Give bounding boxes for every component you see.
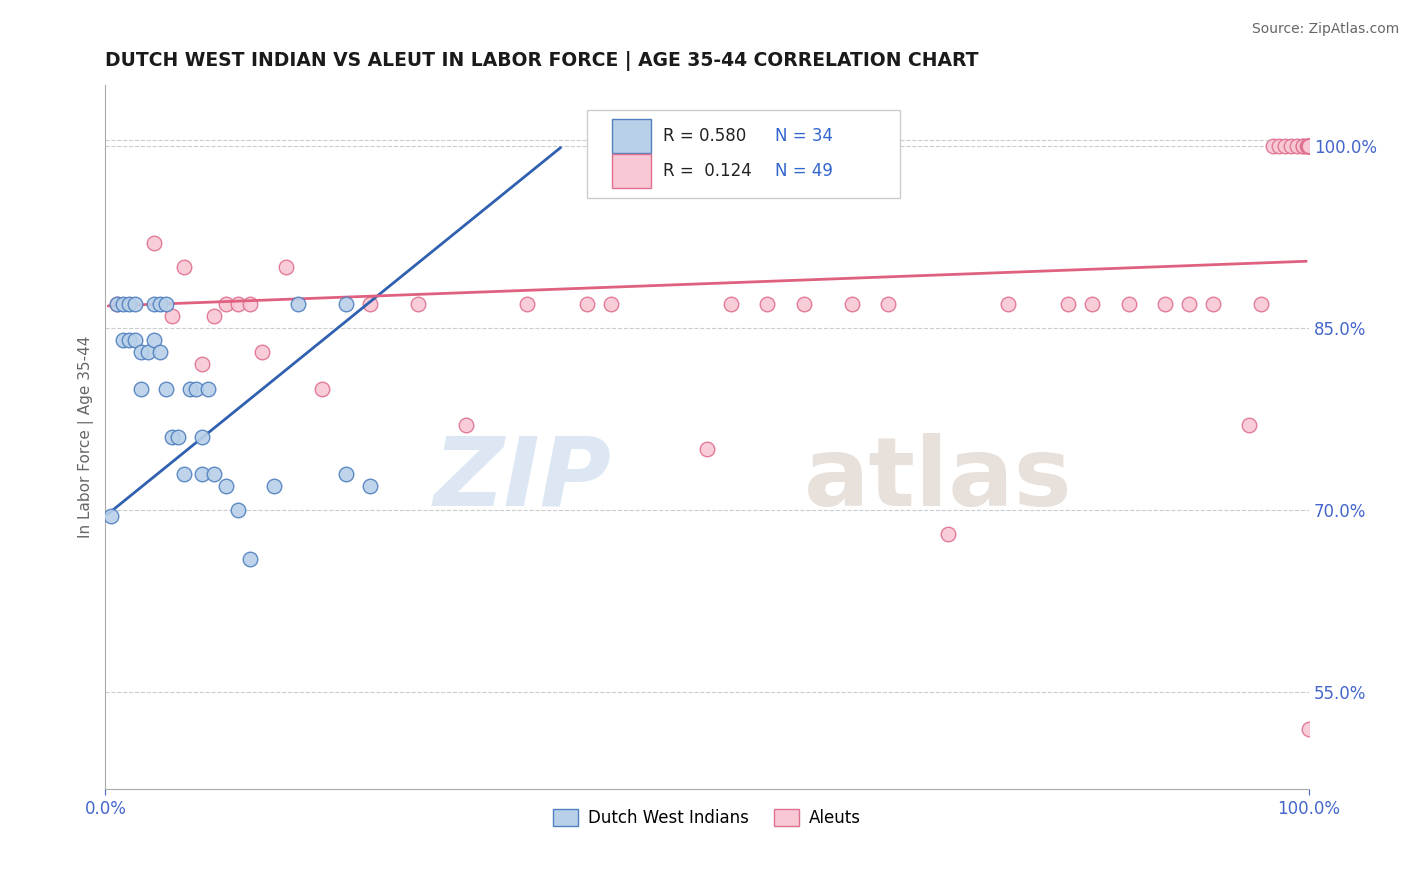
Point bbox=[142, 296, 165, 310]
Point bbox=[166, 430, 188, 444]
Point bbox=[1296, 138, 1319, 153]
FancyBboxPatch shape bbox=[612, 119, 651, 153]
Point bbox=[100, 509, 122, 524]
Text: ZIP: ZIP bbox=[433, 433, 612, 526]
Point bbox=[1298, 138, 1320, 153]
Point bbox=[112, 296, 135, 310]
Text: N = 34: N = 34 bbox=[775, 127, 832, 145]
Point bbox=[1286, 138, 1309, 153]
Point bbox=[600, 296, 623, 310]
Point bbox=[215, 479, 238, 493]
Text: Source: ZipAtlas.com: Source: ZipAtlas.com bbox=[1251, 22, 1399, 37]
Text: R = 0.580: R = 0.580 bbox=[662, 127, 747, 145]
FancyBboxPatch shape bbox=[612, 153, 651, 188]
Point bbox=[1081, 296, 1104, 310]
Point bbox=[250, 345, 273, 359]
Point bbox=[335, 296, 357, 310]
Point bbox=[184, 382, 207, 396]
Point bbox=[197, 382, 219, 396]
Point bbox=[155, 296, 177, 310]
Point bbox=[696, 442, 718, 457]
Point bbox=[160, 430, 183, 444]
Point bbox=[1250, 296, 1272, 310]
FancyBboxPatch shape bbox=[586, 110, 900, 198]
Point bbox=[1268, 138, 1291, 153]
Legend: Dutch West Indians, Aleuts: Dutch West Indians, Aleuts bbox=[547, 802, 868, 834]
Point bbox=[118, 296, 141, 310]
Point bbox=[173, 260, 195, 275]
Point bbox=[516, 296, 538, 310]
Point bbox=[1292, 138, 1315, 153]
Point bbox=[179, 382, 201, 396]
Point bbox=[202, 309, 225, 323]
Point bbox=[190, 430, 212, 444]
Point bbox=[142, 333, 165, 347]
Point bbox=[190, 467, 212, 481]
Point bbox=[1057, 296, 1080, 310]
Point bbox=[131, 382, 153, 396]
Point bbox=[263, 479, 285, 493]
Point bbox=[112, 333, 135, 347]
Point bbox=[359, 296, 381, 310]
Point bbox=[1298, 138, 1320, 153]
Point bbox=[148, 345, 170, 359]
Point bbox=[1292, 138, 1315, 153]
Point bbox=[1261, 138, 1284, 153]
Point bbox=[1274, 138, 1296, 153]
Text: N = 49: N = 49 bbox=[775, 162, 832, 180]
Point bbox=[118, 333, 141, 347]
Point bbox=[1202, 296, 1225, 310]
Point bbox=[575, 296, 598, 310]
Point bbox=[239, 296, 262, 310]
Point bbox=[190, 357, 212, 371]
Point bbox=[1295, 138, 1317, 153]
Point bbox=[173, 467, 195, 481]
Text: DUTCH WEST INDIAN VS ALEUT IN LABOR FORCE | AGE 35-44 CORRELATION CHART: DUTCH WEST INDIAN VS ALEUT IN LABOR FORC… bbox=[105, 51, 979, 70]
Point bbox=[142, 235, 165, 250]
Point bbox=[936, 527, 959, 541]
Point bbox=[1177, 296, 1199, 310]
Point bbox=[997, 296, 1019, 310]
Point bbox=[274, 260, 297, 275]
Point bbox=[1153, 296, 1175, 310]
Point bbox=[756, 296, 779, 310]
Point bbox=[311, 382, 333, 396]
Point bbox=[792, 296, 814, 310]
Point bbox=[226, 503, 249, 517]
Point bbox=[1298, 138, 1320, 153]
Point bbox=[155, 382, 177, 396]
Point bbox=[335, 467, 357, 481]
Point bbox=[359, 479, 381, 493]
Point bbox=[107, 296, 129, 310]
Point bbox=[226, 296, 249, 310]
Point bbox=[124, 296, 146, 310]
Point bbox=[202, 467, 225, 481]
Point bbox=[1296, 138, 1319, 153]
Point bbox=[841, 296, 863, 310]
Text: atlas: atlas bbox=[803, 433, 1073, 526]
Point bbox=[408, 296, 430, 310]
Point bbox=[456, 417, 478, 432]
Point bbox=[136, 345, 159, 359]
Point bbox=[1279, 138, 1302, 153]
Point bbox=[131, 345, 153, 359]
Point bbox=[160, 309, 183, 323]
Point bbox=[124, 333, 146, 347]
Point bbox=[1298, 722, 1320, 736]
Point bbox=[1298, 138, 1320, 153]
Point bbox=[1118, 296, 1140, 310]
Point bbox=[107, 296, 129, 310]
Point bbox=[148, 296, 170, 310]
Text: R =  0.124: R = 0.124 bbox=[662, 162, 751, 180]
Point bbox=[720, 296, 742, 310]
Point bbox=[1237, 417, 1260, 432]
Point bbox=[287, 296, 309, 310]
Y-axis label: In Labor Force | Age 35-44: In Labor Force | Age 35-44 bbox=[79, 336, 94, 539]
Point bbox=[239, 551, 262, 566]
Point bbox=[215, 296, 238, 310]
Point bbox=[876, 296, 898, 310]
